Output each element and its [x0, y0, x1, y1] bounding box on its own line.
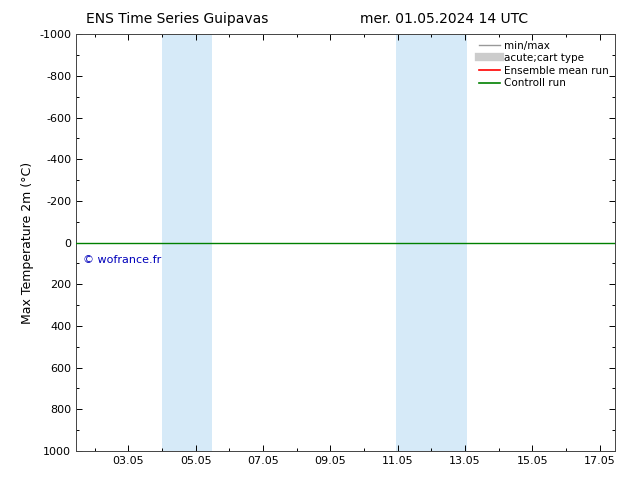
Y-axis label: Max Temperature 2m (°C): Max Temperature 2m (°C): [21, 162, 34, 323]
Bar: [396, 34, 467, 451]
Bar: [162, 34, 212, 451]
Text: mer. 01.05.2024 14 UTC: mer. 01.05.2024 14 UTC: [359, 12, 528, 26]
Legend: min/max, acute;cart type, Ensemble mean run, Controll run: min/max, acute;cart type, Ensemble mean …: [475, 36, 613, 93]
Text: © wofrance.fr: © wofrance.fr: [83, 255, 161, 265]
Text: ENS Time Series Guipavas: ENS Time Series Guipavas: [86, 12, 269, 26]
